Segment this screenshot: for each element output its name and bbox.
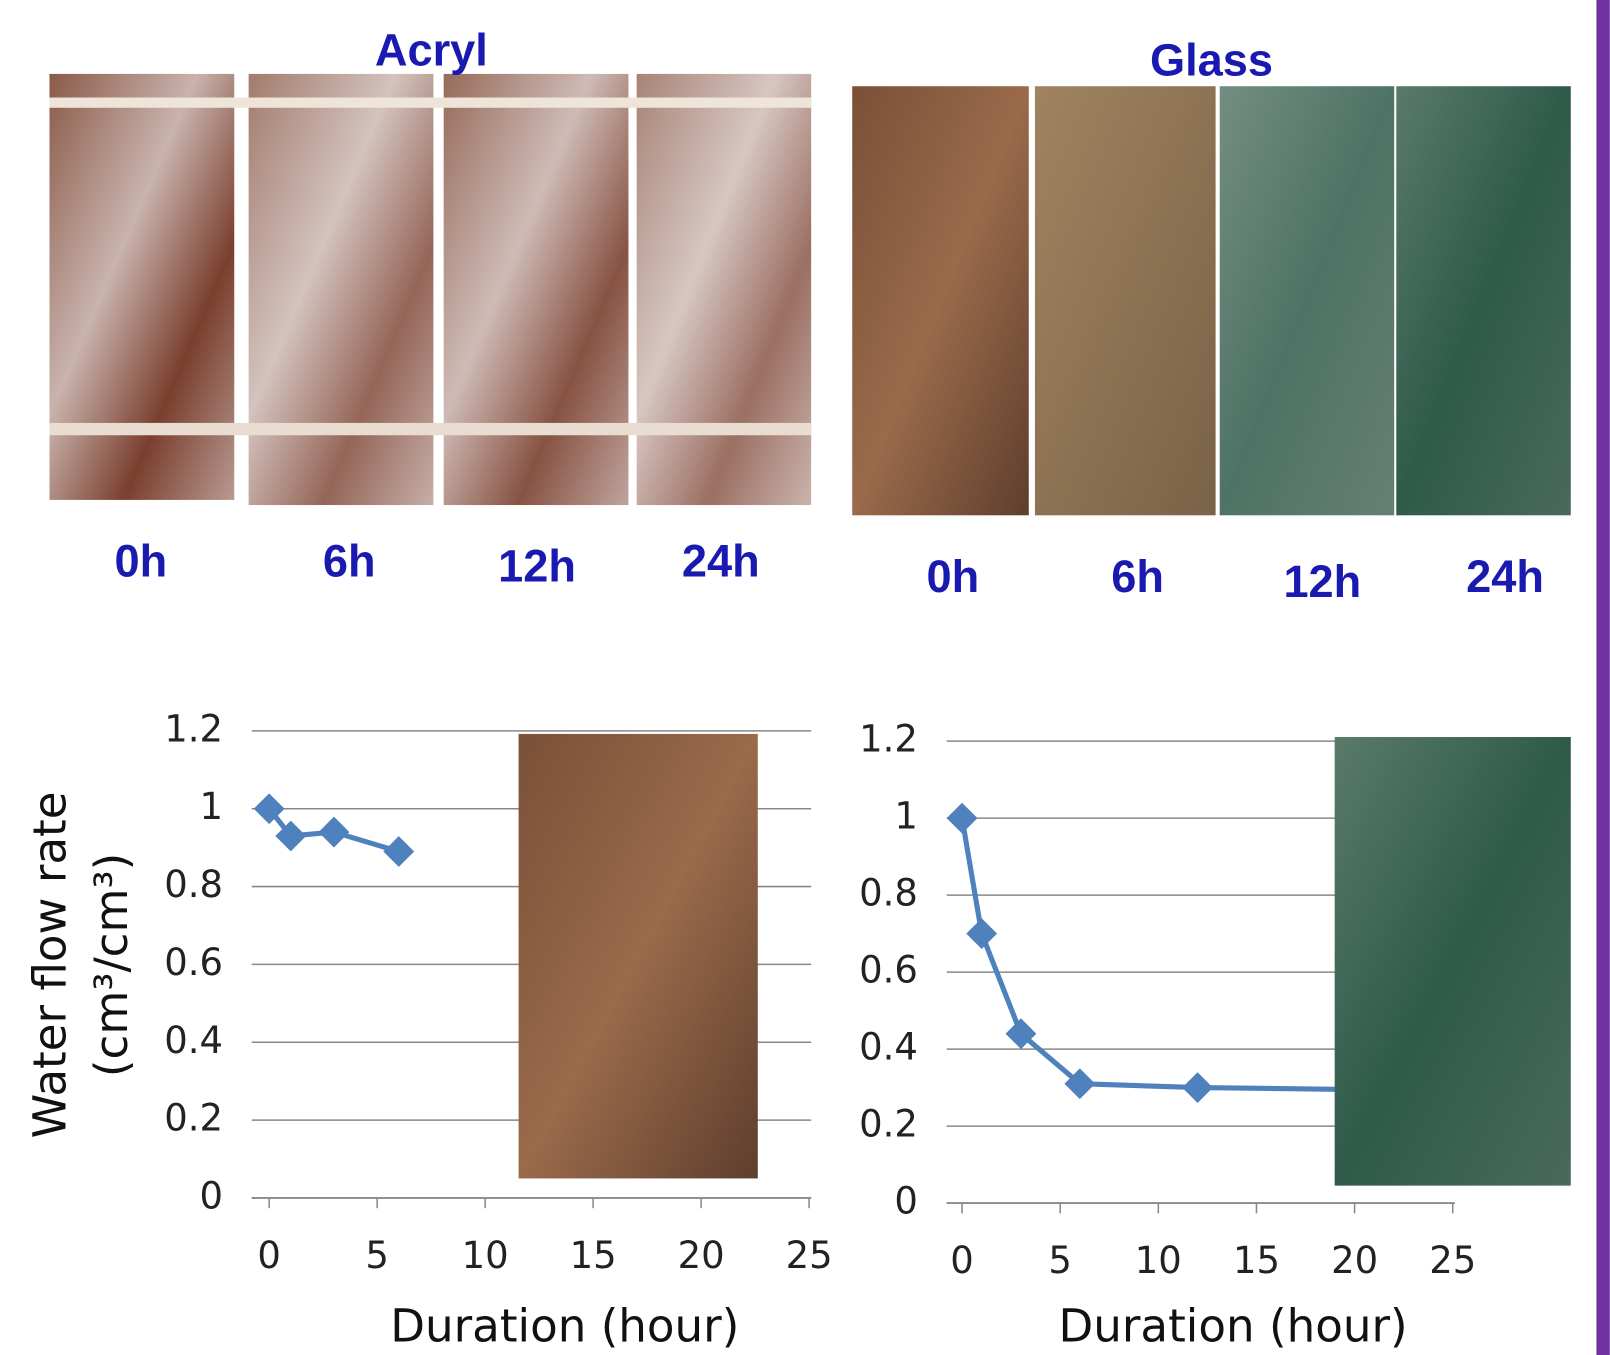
time-label: 24h: [1466, 551, 1544, 602]
x-tick-label: 20: [678, 1234, 725, 1277]
y-tick-label: 0: [894, 1180, 918, 1223]
x-tick-label: 10: [1135, 1239, 1182, 1282]
marker: [319, 817, 350, 848]
y-tick-label: 0.6: [859, 949, 918, 992]
y-axis-title: Water flow rate: [24, 791, 77, 1138]
time-label: 0h: [926, 551, 979, 602]
y-tick-label: 0.2: [164, 1097, 223, 1140]
y-tick-label: 1.2: [859, 718, 918, 761]
time-label: 12h: [498, 541, 576, 592]
marker: [1182, 1072, 1213, 1103]
inset-photo: [519, 734, 758, 1178]
y-tick-label: 0.8: [164, 863, 223, 906]
time-label: 0h: [114, 536, 167, 587]
y-tick-label: 0: [199, 1174, 223, 1217]
marker: [383, 836, 414, 867]
x-tick-label: 5: [365, 1234, 389, 1277]
x-tick-label: 0: [257, 1234, 281, 1277]
x-tick-label: 20: [1331, 1239, 1378, 1282]
y-tick-label: 0.6: [164, 941, 223, 984]
time-label: 24h: [682, 536, 760, 587]
figure: Acryl Glass 0h 6h 12h 24h 0h 6h 12h 24h 0 0.2 0.4 0…: [0, 0, 1610, 1355]
marker: [947, 803, 978, 834]
y-tick-label: 1.2: [164, 707, 223, 750]
acryl-photos: [49, 74, 811, 505]
inset-photo: [1335, 737, 1571, 1186]
x-tick-label: 25: [1429, 1239, 1476, 1282]
y-tick-label: 1: [894, 795, 918, 838]
y-tick-label: 0.2: [859, 1103, 918, 1146]
x-tick-label: 0: [950, 1239, 974, 1282]
photo-title: Acryl: [375, 24, 488, 75]
marker: [966, 918, 997, 949]
x-tick-label: 5: [1048, 1239, 1072, 1282]
time-label: 6h: [323, 536, 376, 587]
side-bar: [1596, 0, 1609, 1355]
glass-photos: [852, 86, 1571, 515]
x-tick-label: 15: [1233, 1239, 1280, 1282]
x-tick-label: 10: [462, 1234, 509, 1277]
x-axis-title: Duration (hour): [390, 1299, 739, 1352]
y-tick-label: 0.8: [859, 872, 918, 915]
photo-title: Glass: [1150, 35, 1273, 86]
y-tick-label: 0.4: [859, 1026, 918, 1069]
y-tick-label: 1: [199, 785, 223, 828]
x-tick-label: 15: [570, 1234, 617, 1277]
y-tick-label: 0.4: [164, 1019, 223, 1062]
x-tick-label: 25: [786, 1234, 833, 1277]
y-axis-title: (cm³/cm³): [85, 853, 138, 1077]
time-label: 12h: [1283, 556, 1361, 607]
time-label: 6h: [1111, 551, 1164, 602]
x-axis-title: Duration (hour): [1058, 1299, 1407, 1352]
